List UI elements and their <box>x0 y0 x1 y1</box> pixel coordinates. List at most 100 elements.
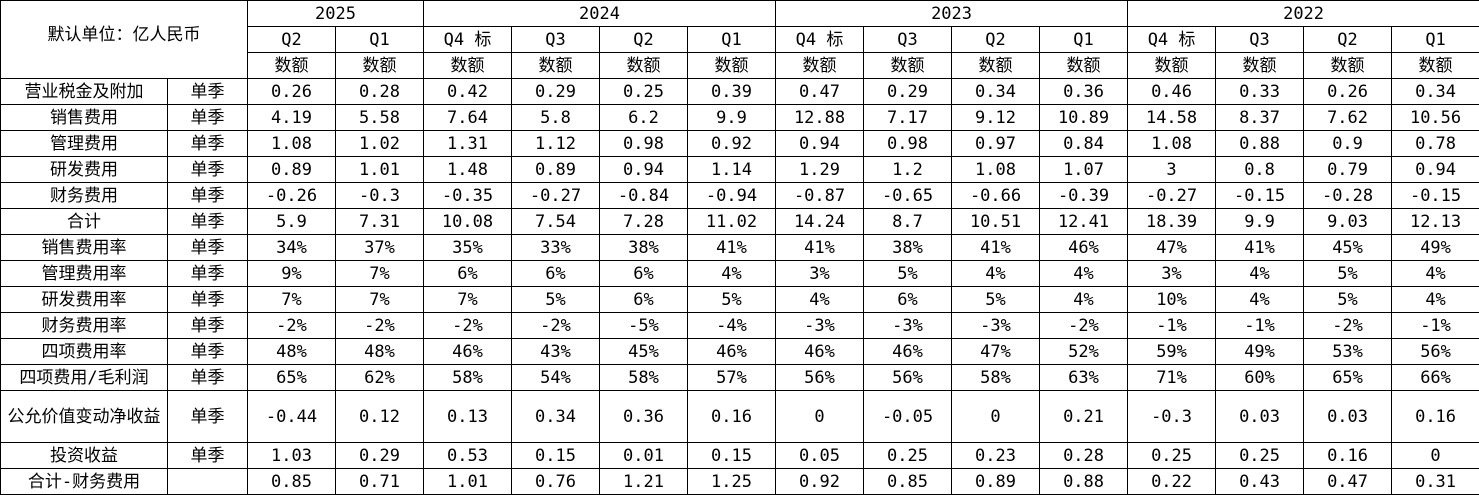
table-cell: 0.34 <box>1391 78 1479 105</box>
table-cell: 0.47 <box>1303 468 1393 495</box>
table-cell: 6% <box>599 260 689 287</box>
table-cell: 47% <box>1127 234 1217 261</box>
table-cell: 5% <box>1303 260 1393 287</box>
table-cell: 4% <box>1215 286 1305 313</box>
table-cell: 46% <box>423 338 513 365</box>
period-label: 单季 <box>167 338 248 365</box>
table-cell: -3% <box>951 312 1041 339</box>
table-cell: -0.66 <box>951 182 1041 209</box>
table-cell: 1.21 <box>599 468 689 495</box>
table-cell: 37% <box>334 234 425 261</box>
table-cell: 0.34 <box>951 78 1041 105</box>
table-cell: 54% <box>511 364 601 391</box>
quarter-header: Q1 <box>334 26 425 53</box>
table-cell: -0.84 <box>599 182 689 209</box>
table-cell: 5% <box>863 260 953 287</box>
period-label: 单季 <box>167 208 248 235</box>
table-cell: 59% <box>1127 338 1217 365</box>
table-cell: 0 <box>1391 442 1479 469</box>
table-cell: -0.3 <box>1127 390 1217 443</box>
table-cell: -0.15 <box>1215 182 1305 209</box>
table-cell: 5.8 <box>511 104 601 131</box>
table-cell: 0 <box>775 390 865 443</box>
year-header: 2025 <box>246 0 425 27</box>
table-cell: 0.01 <box>599 442 689 469</box>
year-header: 2024 <box>423 0 777 27</box>
quarter-header: Q4 标 <box>423 26 513 53</box>
table-cell: 0 <box>951 390 1041 443</box>
quarter-header: Q1 <box>1039 26 1129 53</box>
table-cell: 5% <box>951 286 1041 313</box>
row-label: 合计-财务费用 <box>0 468 168 495</box>
table-cell: 0.12 <box>334 390 425 443</box>
table-cell: 0.13 <box>423 390 513 443</box>
row-label: 财务费用 <box>0 182 168 209</box>
period-label: 单季 <box>167 104 248 131</box>
table-cell: 1.12 <box>511 130 601 157</box>
quarter-header: Q1 <box>1391 26 1479 53</box>
value-header: 数额 <box>247 52 336 79</box>
table-cell: -0.65 <box>863 182 953 209</box>
table-cell: 0.53 <box>423 442 513 469</box>
table-cell: 12.13 <box>1391 208 1479 235</box>
table-cell: 11.02 <box>687 208 777 235</box>
table-cell: 0.29 <box>334 442 425 469</box>
table-row: 财务费用 单季 -0.26 -0.3 -0.35 -0.27 -0.84 -0.94 -0.87… <box>0 182 1479 209</box>
table-cell: 1.08 <box>247 130 336 157</box>
period-label: 单季 <box>167 182 248 209</box>
table-cell: 4% <box>1391 286 1479 313</box>
table-cell: 1.07 <box>1039 156 1129 183</box>
table-cell: 0.84 <box>1039 130 1129 157</box>
table-row: 管理费用率 单季 9% 7% 6% 6% 6% 4% 3% 5% 4% 4% 3% 4% 5% 4% <box>0 260 1479 287</box>
table-cell: 49% <box>1215 338 1305 365</box>
table-cell: 63% <box>1039 364 1129 391</box>
table-cell: 4% <box>1039 260 1129 287</box>
table-cell: 0.28 <box>1039 442 1129 469</box>
table-cell: -0.26 <box>247 182 336 209</box>
table-cell: 45% <box>599 338 689 365</box>
table-cell: 4% <box>687 260 777 287</box>
table-cell: 3% <box>775 260 865 287</box>
table-cell: -1% <box>1391 312 1479 339</box>
table-cell: 0.98 <box>599 130 689 157</box>
quarter-header: Q3 <box>1215 26 1305 53</box>
table-cell: -2% <box>423 312 513 339</box>
table-cell: 5.9 <box>247 208 336 235</box>
table-row: 营业税金及附加 单季 0.26 0.28 0.42 0.29 0.25 0.39 0.47 0.2… <box>0 78 1479 105</box>
period-label: 单季 <box>167 390 248 443</box>
table-row: 合计-财务费用 0.85 0.71 1.01 0.76 1.21 1.25 0.92 0.85 0… <box>0 468 1479 495</box>
table-cell: 33% <box>511 234 601 261</box>
table-cell: 1.48 <box>423 156 513 183</box>
quarter-header: Q1 <box>687 26 777 53</box>
row-label: 研发费用率 <box>0 286 168 313</box>
table-cell: 6% <box>423 260 513 287</box>
table-cell: 0.92 <box>775 468 865 495</box>
table-cell: 48% <box>334 338 425 365</box>
row-label: 销售费用 <box>0 104 168 131</box>
table-cell: 0.88 <box>1215 130 1305 157</box>
unit-label: 默认单位：亿人民币 <box>0 0 248 79</box>
table-cell: -0.94 <box>687 182 777 209</box>
table-cell: 5% <box>1303 286 1393 313</box>
table-cell: 58% <box>951 364 1041 391</box>
table-cell: 0.85 <box>247 468 336 495</box>
table-cell: 1.2 <box>863 156 953 183</box>
table-cell: 14.58 <box>1127 104 1217 131</box>
table-cell: -1% <box>1127 312 1217 339</box>
table-cell: 0.21 <box>1039 390 1129 443</box>
table-cell: 1.25 <box>687 468 777 495</box>
table-cell: 0.8 <box>1215 156 1305 183</box>
row-label: 销售费用率 <box>0 234 168 261</box>
table-cell: 0.36 <box>1039 78 1129 105</box>
table-cell: -5% <box>599 312 689 339</box>
table-cell: 9.03 <box>1303 208 1393 235</box>
quarter-header: Q4 标 <box>775 26 865 53</box>
table-cell: -0.44 <box>247 390 336 443</box>
value-header: 数额 <box>1215 52 1305 79</box>
period-label: 单季 <box>167 78 248 105</box>
table-cell: 41% <box>687 234 777 261</box>
table-cell: 0.25 <box>863 442 953 469</box>
table-row: 管理费用 单季 1.08 1.02 1.31 1.12 0.98 0.92 0.94 0.98 0.… <box>0 130 1479 157</box>
table-cell: 0.26 <box>1303 78 1393 105</box>
